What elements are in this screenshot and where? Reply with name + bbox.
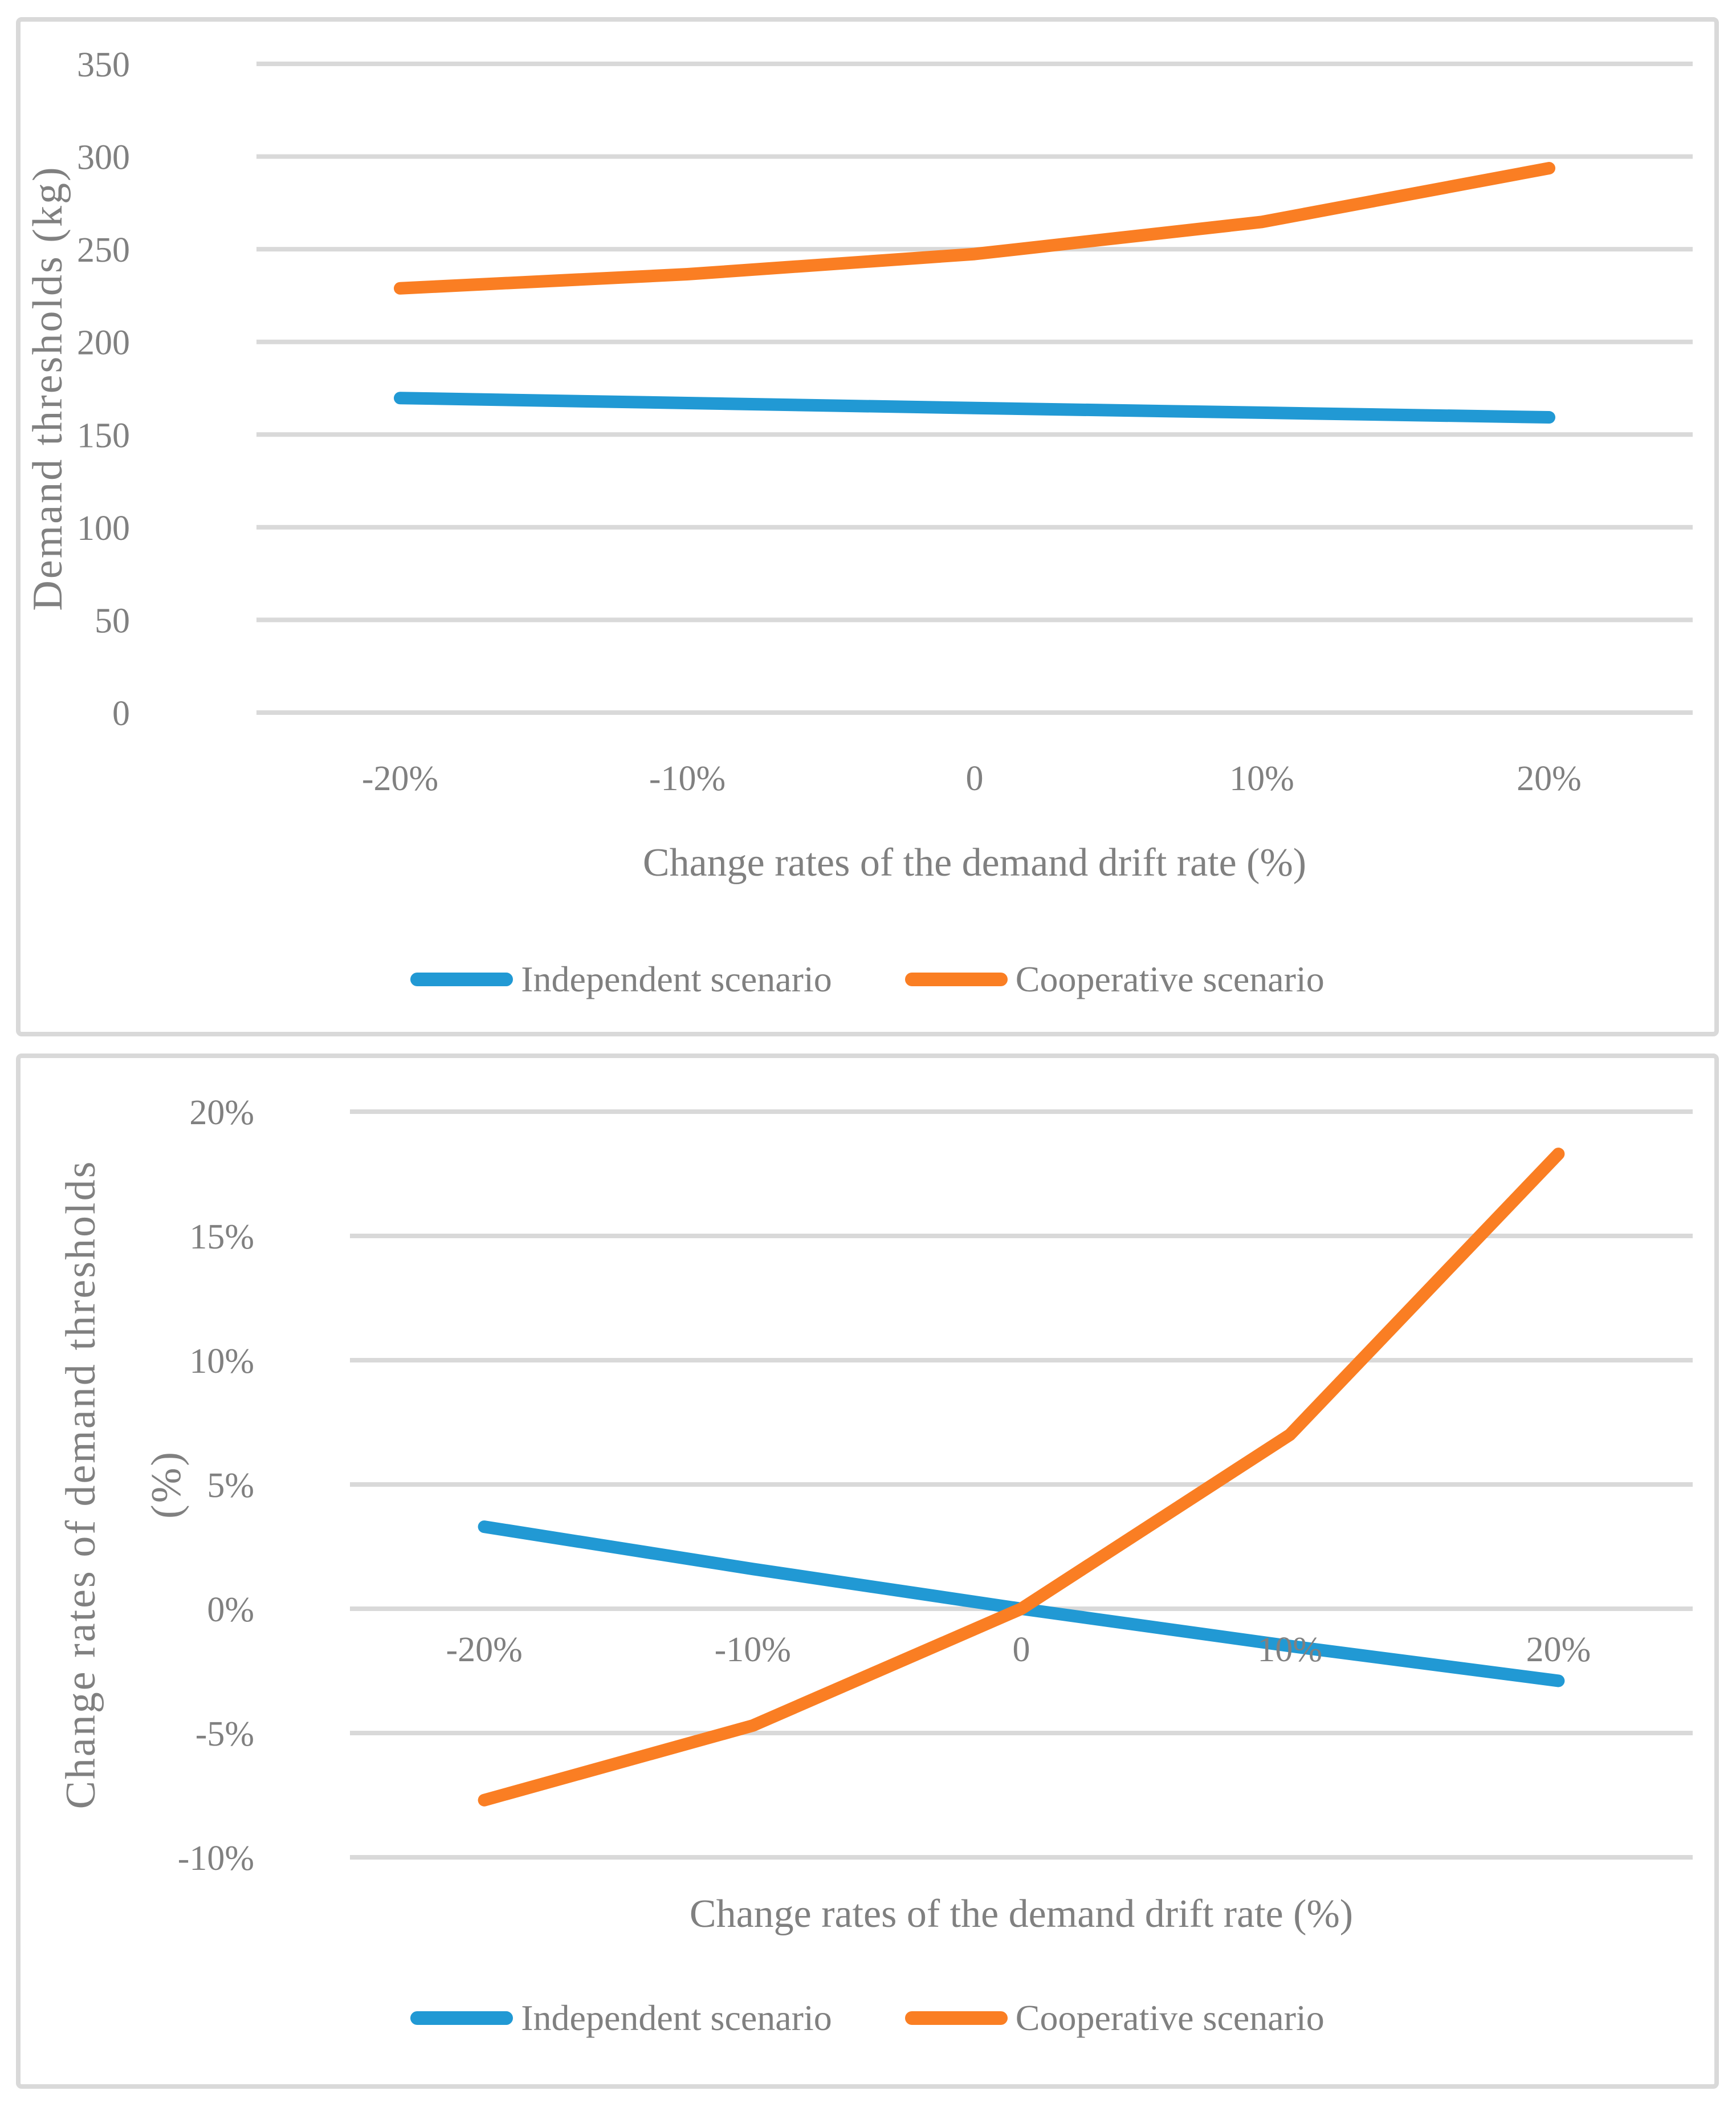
legend-swatch-cooperative-scenario bbox=[904, 973, 1008, 986]
x-tick-label: -20% bbox=[362, 759, 438, 798]
legend-swatch-cooperative-scenario bbox=[904, 2011, 1008, 2025]
y-tick-label: 150 bbox=[77, 416, 130, 455]
y-tick-label: 10% bbox=[189, 1342, 254, 1381]
x-axis-title: Change rates of the demand drift rate (%… bbox=[643, 841, 1306, 885]
legend-item-cooperative: Cooperative scenario bbox=[904, 959, 1325, 999]
chart-panel-demand-thresholds: 350 300 250 200 150 100 50 0 -20% -10% 0 10% 20% Chan… bbox=[16, 17, 1719, 1036]
y-tick-label: 15% bbox=[189, 1218, 254, 1256]
chart-panel-change-rates: 20% 15% 10% 5% 0% -5% -10% -20% -10% 0 10% 20% Chang… bbox=[16, 1054, 1719, 2089]
y-tick-label: 200 bbox=[77, 324, 130, 363]
legend: Independent scenario Cooperative scenari… bbox=[21, 2000, 1714, 2036]
legend-label-independent-scenario: Independent scenario bbox=[521, 959, 832, 999]
x-tick-label: -10% bbox=[715, 1630, 791, 1669]
y-tick-label: 5% bbox=[207, 1466, 254, 1505]
line-chart-demand-thresholds: 350 300 250 200 150 100 50 0 -20% -10% 0 10% 20% Chan… bbox=[25, 46, 1693, 885]
legend-item-independent: Independent scenario bbox=[410, 2000, 832, 2036]
x-tick-label: 20% bbox=[1526, 1630, 1591, 1669]
x-tick-label: -20% bbox=[446, 1630, 522, 1669]
x-tick-label: 20% bbox=[1517, 759, 1582, 798]
x-tick-label: -10% bbox=[649, 759, 726, 798]
y-tick-label: 50 bbox=[95, 601, 130, 640]
legend: Independent scenario Cooperative scenari… bbox=[21, 961, 1714, 998]
y-tick-label: 300 bbox=[77, 139, 130, 177]
line-chart-change-rates: 20% 15% 10% 5% 0% -5% -10% -20% -10% 0 10% 20% Chang… bbox=[58, 1093, 1693, 1936]
y-axis-title: Change rates of demand thresholds bbox=[58, 1160, 104, 1809]
legend-label-cooperative-scenario: Cooperative scenario bbox=[1015, 1998, 1325, 2038]
x-tick-label: 0 bbox=[1013, 1630, 1030, 1669]
legend-swatch-independent-scenario bbox=[410, 2011, 514, 2025]
y-axis-title: Demand thresholds (kg) bbox=[25, 165, 71, 611]
y-tick-label: -5% bbox=[195, 1715, 254, 1754]
y-tick-label: 250 bbox=[77, 231, 130, 270]
legend-item-cooperative: Cooperative scenario bbox=[904, 1998, 1325, 2038]
x-tick-label: 10% bbox=[1257, 1630, 1322, 1669]
y-tick-label: 0 bbox=[112, 694, 130, 733]
legend-label-cooperative-scenario: Cooperative scenario bbox=[1015, 959, 1325, 999]
legend-swatch-independent-scenario bbox=[410, 973, 514, 986]
x-tick-label: 10% bbox=[1229, 759, 1294, 798]
y-tick-label: 350 bbox=[77, 46, 130, 84]
y-tick-label: 0% bbox=[207, 1591, 254, 1629]
legend-label-independent-scenario: Independent scenario bbox=[521, 1998, 832, 2038]
y-tick-label: -10% bbox=[178, 1839, 254, 1878]
series-line-cooperative-scenario bbox=[394, 162, 1555, 295]
y-axis-title-line2: (%) bbox=[143, 1450, 190, 1519]
y-tick-label: 100 bbox=[77, 509, 130, 548]
y-tick-label: 20% bbox=[189, 1093, 254, 1132]
x-axis-title: Change rates of the demand drift rate (%… bbox=[690, 1892, 1353, 1936]
series-line-independent-scenario bbox=[394, 392, 1555, 424]
legend-item-independent: Independent scenario bbox=[410, 961, 832, 998]
x-tick-label: 0 bbox=[966, 759, 984, 798]
series-line-cooperative-scenario bbox=[478, 1148, 1565, 1807]
